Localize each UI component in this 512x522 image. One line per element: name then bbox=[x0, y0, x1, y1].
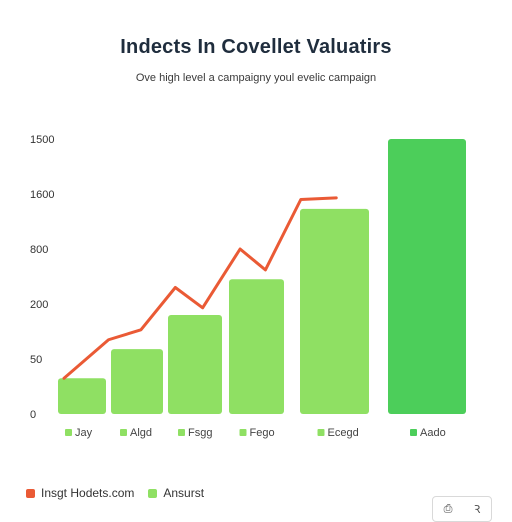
legend-label-source: Insgt Hodets.com bbox=[41, 486, 135, 500]
x-tick-label: Jay bbox=[75, 427, 93, 439]
legend-label-series: Ansurst bbox=[163, 486, 205, 500]
x-tick-label: Ecegd bbox=[328, 427, 359, 439]
x-tick-label: Aado bbox=[420, 427, 446, 439]
y-tick-label: 1500 bbox=[30, 134, 54, 146]
bar-fego bbox=[229, 279, 284, 414]
x-tick-swatch bbox=[65, 429, 72, 436]
y-tick-label: 1600 bbox=[30, 189, 54, 201]
x-tick-swatch bbox=[178, 429, 185, 436]
x-tick-swatch bbox=[239, 429, 247, 436]
bar-fsgg bbox=[168, 315, 222, 414]
legend-swatch-series bbox=[148, 488, 158, 498]
y-tick-label: 200 bbox=[30, 299, 48, 311]
legend-item-source: Insgt Hodets.com bbox=[26, 486, 134, 500]
bar-ecegd bbox=[300, 208, 369, 414]
y-tick-label: 0 bbox=[30, 409, 36, 421]
bar-aado bbox=[388, 139, 466, 414]
chart-subtitle: Ove high level a campaigny youl evelic c… bbox=[135, 72, 377, 84]
legend-item-series: Ansurst bbox=[148, 486, 204, 500]
bar-algd bbox=[111, 349, 163, 414]
x-tick-swatch bbox=[410, 429, 417, 436]
chart-legend: Insgt Hodets.com Ansurst bbox=[26, 486, 204, 500]
line-series bbox=[62, 196, 338, 380]
x-tick-label: Fsgg bbox=[188, 427, 212, 439]
chart-title: Indects In Covellet Valuatirs bbox=[120, 36, 392, 58]
chart-toolbar: ⎙ Ꝛ bbox=[432, 496, 492, 522]
clipboard-icon[interactable]: ⎙ bbox=[443, 502, 453, 515]
y-tick-label: 800 bbox=[30, 244, 48, 256]
bar-jay bbox=[58, 378, 106, 414]
x-tick-label: Fego bbox=[250, 427, 275, 439]
x-tick-label: Algd bbox=[130, 427, 152, 439]
x-tick-swatch bbox=[317, 429, 325, 436]
y-tick-label: 50 bbox=[30, 354, 42, 366]
x-tick-swatch bbox=[120, 429, 127, 436]
zoom-icon[interactable]: Ꝛ bbox=[473, 503, 481, 516]
legend-swatch-source bbox=[26, 488, 35, 498]
